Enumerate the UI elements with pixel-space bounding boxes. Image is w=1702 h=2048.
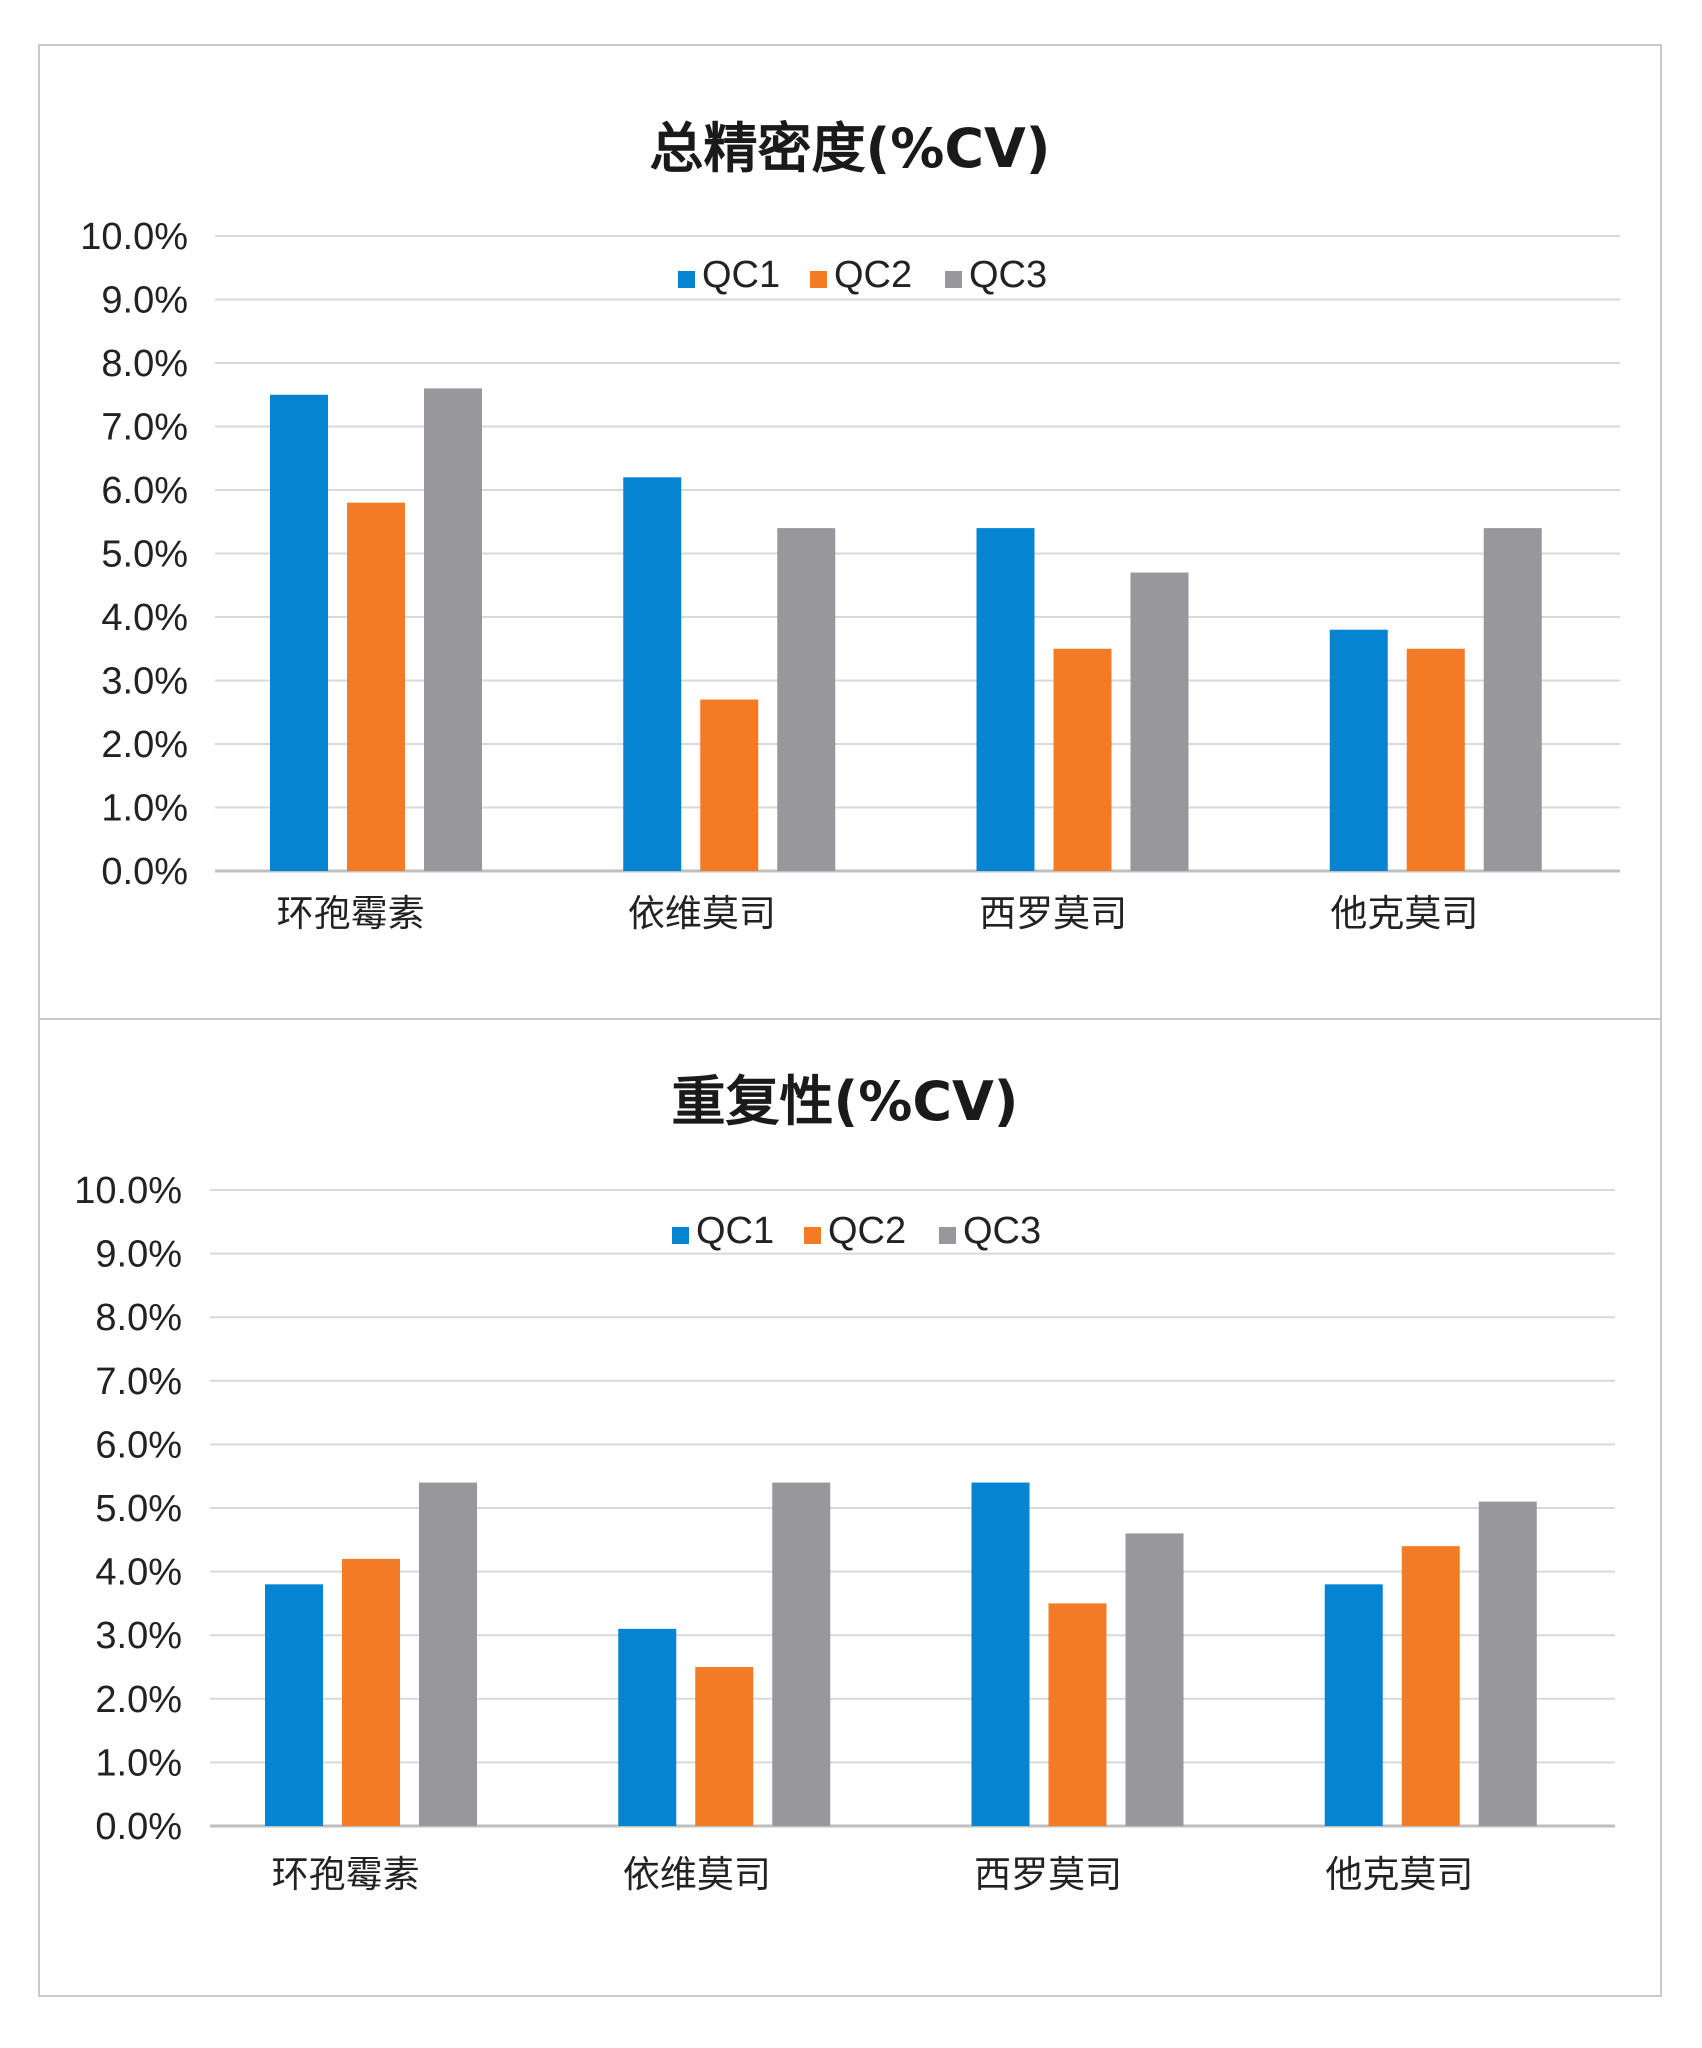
y-tick-label: 9.0%	[101, 280, 188, 322]
y-tick-label: 6.0%	[95, 1424, 182, 1466]
y-tick-label: 4.0%	[95, 1552, 182, 1594]
legend-label-qc3: QC3	[969, 254, 1047, 296]
bar-qc1-1	[618, 1628, 677, 1826]
bar-qc3-0	[419, 1482, 477, 1826]
x-category-label: 西罗莫司	[979, 892, 1127, 935]
x-category-label: 依维莫司	[623, 1853, 771, 1896]
legend-swatch-qc3	[939, 1227, 956, 1244]
legend-label-qc2: QC2	[828, 1210, 906, 1252]
chart-title: 重复性(%CV)	[672, 1070, 1019, 1133]
legend-label-qc1: QC1	[696, 1210, 774, 1252]
bar-qc2-2	[1053, 648, 1112, 871]
y-tick-label: 4.0%	[101, 597, 188, 639]
bar-qc3-3	[1483, 528, 1542, 871]
legend-swatch-qc1	[672, 1227, 689, 1244]
bar-qc1-2	[976, 528, 1035, 871]
y-tick-label: 2.0%	[95, 1679, 182, 1721]
legend-label-qc1: QC1	[702, 254, 780, 296]
x-category-label: 依维莫司	[628, 892, 776, 935]
y-tick-label: 1.0%	[95, 1742, 182, 1784]
y-tick-label: 6.0%	[101, 470, 188, 512]
bar-qc3-3	[1478, 1501, 1537, 1826]
bar-qc3-0	[424, 388, 482, 871]
y-tick-label: 7.0%	[95, 1361, 182, 1403]
y-tick-label: 0.0%	[95, 1806, 182, 1848]
bar-qc1-3	[1329, 629, 1388, 871]
bar-qc2-1	[695, 1667, 754, 1826]
bar-qc2-1	[700, 699, 759, 871]
y-tick-label: 3.0%	[95, 1615, 182, 1657]
bar-qc1-1	[623, 477, 682, 871]
x-category-label: 他克莫司	[1330, 892, 1478, 935]
bar-qc3-1	[772, 1482, 831, 1826]
x-category-label: 环孢霉素	[272, 1853, 420, 1896]
y-tick-label: 8.0%	[101, 343, 188, 385]
bar-qc2-3	[1401, 1546, 1460, 1826]
x-category-label: 环孢霉素	[277, 892, 425, 935]
y-tick-label: 10.0%	[80, 216, 188, 258]
y-tick-label: 5.0%	[101, 534, 188, 576]
chart-repeatability: 重复性(%CV) 0.0% 1.0% 2.0% 3.0% 4.0% 5.0% 6.0% 7.0…	[74, 1070, 1615, 1896]
legend-swatch-qc1	[678, 271, 695, 288]
bar-qc2-0	[342, 1558, 400, 1826]
y-tick-label: 7.0%	[101, 407, 188, 449]
y-tick-label: 2.0%	[101, 724, 188, 766]
y-tick-label: 1.0%	[101, 788, 188, 830]
x-category-label: 他克莫司	[1325, 1853, 1473, 1896]
bar-qc1-3	[1324, 1584, 1383, 1826]
bar-qc3-2	[1125, 1533, 1184, 1826]
bar-qc1-2	[971, 1482, 1030, 1826]
y-tick-label: 5.0%	[95, 1488, 182, 1530]
y-tick-label: 8.0%	[95, 1297, 182, 1339]
y-tick-label: 3.0%	[101, 661, 188, 703]
legend-swatch-qc3	[945, 271, 962, 288]
bar-qc3-1	[777, 528, 836, 871]
legend-label-qc2: QC2	[834, 254, 912, 296]
y-tick-label: 0.0%	[101, 851, 188, 893]
chart-title: 总精密度(%CV)	[650, 117, 1051, 180]
y-tick-label: 9.0%	[95, 1234, 182, 1276]
legend-label-qc3: QC3	[963, 1210, 1041, 1252]
legend-swatch-qc2	[804, 1227, 821, 1244]
legend-swatch-qc2	[810, 271, 827, 288]
bar-qc3-2	[1130, 572, 1189, 871]
bar-qc2-3	[1406, 648, 1465, 871]
y-tick-label: 10.0%	[74, 1170, 182, 1212]
bar-qc2-2	[1048, 1603, 1107, 1826]
chart-total-precision: 总精密度(%CV) 0.0% 1.0% 2.0% 3.0% 4.0% 5.0% 6.0% 7.…	[80, 117, 1620, 935]
bar-qc1-0	[265, 1584, 323, 1826]
bar-qc1-0	[270, 394, 328, 871]
bar-qc2-0	[347, 502, 405, 871]
x-category-label: 西罗莫司	[974, 1853, 1122, 1896]
